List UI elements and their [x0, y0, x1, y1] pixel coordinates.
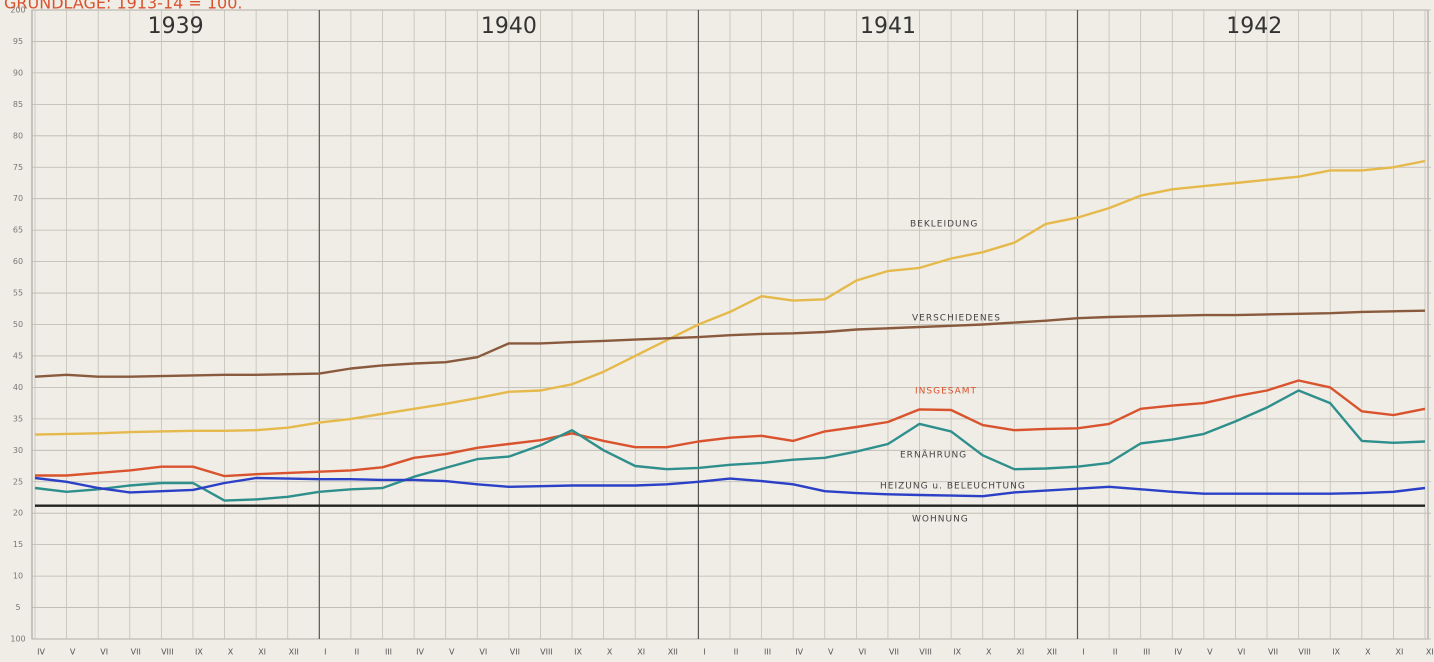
- series-label: ERNÄHRUNG: [900, 450, 967, 461]
- x-tick-label: IX: [574, 648, 582, 657]
- x-tick-label: XI: [1395, 648, 1403, 657]
- y-tick-label: 10: [13, 572, 23, 581]
- x-tick-label: VII: [889, 648, 899, 657]
- x-tick-label: I: [1082, 648, 1084, 657]
- y-tick-label: 200: [10, 6, 25, 15]
- series-line: [35, 379, 1426, 478]
- y-tick-label: 90: [13, 68, 23, 77]
- y-tick-label: 5: [15, 603, 20, 612]
- y-tick-label: 100: [10, 635, 25, 644]
- x-tick-label: VIII: [1298, 648, 1311, 657]
- y-tick-label: 45: [13, 351, 23, 360]
- year-label: 1940: [481, 14, 537, 39]
- x-tick-label: V: [1207, 648, 1213, 657]
- x-tick-label: XII: [289, 648, 299, 657]
- x-tick-label: X: [228, 648, 234, 657]
- y-tick-label: 25: [13, 477, 23, 486]
- x-tick-label: V: [70, 648, 76, 657]
- year-label: 1942: [1226, 14, 1282, 39]
- x-tick-label: IV: [37, 648, 45, 657]
- y-tick-label: 55: [13, 289, 23, 298]
- x-tick-label: VI: [479, 648, 487, 657]
- x-tick-label: XI: [637, 648, 645, 657]
- x-tick-label: IV: [795, 648, 803, 657]
- series-line: [34, 389, 1426, 502]
- x-tick-label: VII: [1268, 648, 1278, 657]
- x-tick-label: III: [764, 648, 771, 657]
- y-tick-label: 75: [13, 163, 23, 172]
- x-tick-label: II: [734, 648, 739, 657]
- series-label: WOHNUNG: [912, 515, 969, 525]
- x-tick-label: XI: [1016, 648, 1024, 657]
- y-tick-label: 65: [13, 226, 23, 235]
- x-tick-label: XII: [668, 648, 678, 657]
- series-label: VERSCHIEDENES: [912, 314, 1001, 324]
- x-tick-label: V: [828, 648, 834, 657]
- x-tick-label: VII: [131, 648, 141, 657]
- x-tick-label: IV: [1174, 648, 1182, 657]
- year-label: 1941: [860, 14, 916, 39]
- y-tick-label: 95: [13, 37, 23, 46]
- series-label: INSGESAMT: [915, 387, 977, 397]
- x-tick-label: I: [324, 648, 326, 657]
- x-tick-label: VI: [858, 648, 866, 657]
- y-tick-label: 30: [13, 446, 23, 455]
- x-tick-label: VIII: [161, 648, 174, 657]
- x-tick-label: X: [1365, 648, 1371, 657]
- x-tick-label: IV: [416, 648, 424, 657]
- x-tick-label: X: [607, 648, 613, 657]
- y-tick-label: 60: [13, 257, 23, 266]
- y-tick-label: 70: [13, 194, 23, 203]
- y-tick-label: 85: [13, 100, 23, 109]
- x-tick-label: IX: [195, 648, 203, 657]
- x-tick-label: XI: [258, 648, 266, 657]
- x-tick-label: VIII: [540, 648, 553, 657]
- series-line: [34, 476, 1426, 498]
- x-tick-label: II: [1113, 648, 1118, 657]
- x-tick-label: I: [703, 648, 705, 657]
- y-tick-label: 35: [13, 414, 23, 423]
- y-tick-label: 15: [13, 540, 23, 549]
- x-tick-label: XII: [1426, 648, 1434, 657]
- x-tick-label: IX: [953, 648, 961, 657]
- x-tick-label: IX: [1332, 648, 1340, 657]
- x-tick-label: V: [449, 648, 455, 657]
- x-tick-label: VI: [1238, 648, 1246, 657]
- series-line: [34, 159, 1426, 436]
- series-label: HEIZUNG u. BELEUCHTUNG: [880, 482, 1026, 492]
- y-tick-label: 20: [13, 509, 23, 518]
- x-tick-label: XII: [1047, 648, 1057, 657]
- series-label: BEKLEIDUNG: [910, 220, 978, 230]
- y-tick-label: 40: [13, 383, 23, 392]
- x-tick-label: VIII: [919, 648, 932, 657]
- series-line: [34, 309, 1426, 378]
- x-tick-label: III: [1143, 648, 1150, 657]
- x-tick-label: VII: [510, 648, 520, 657]
- chart-subtitle: GRUNDLAGE: 1913-14 = 100.: [4, 0, 243, 13]
- y-tick-label: 50: [13, 320, 23, 329]
- year-label: 1939: [148, 14, 204, 39]
- x-tick-label: X: [986, 648, 992, 657]
- x-tick-label: VI: [100, 648, 108, 657]
- y-tick-label: 80: [13, 131, 23, 140]
- x-tick-label: III: [385, 648, 392, 657]
- x-tick-label: II: [355, 648, 360, 657]
